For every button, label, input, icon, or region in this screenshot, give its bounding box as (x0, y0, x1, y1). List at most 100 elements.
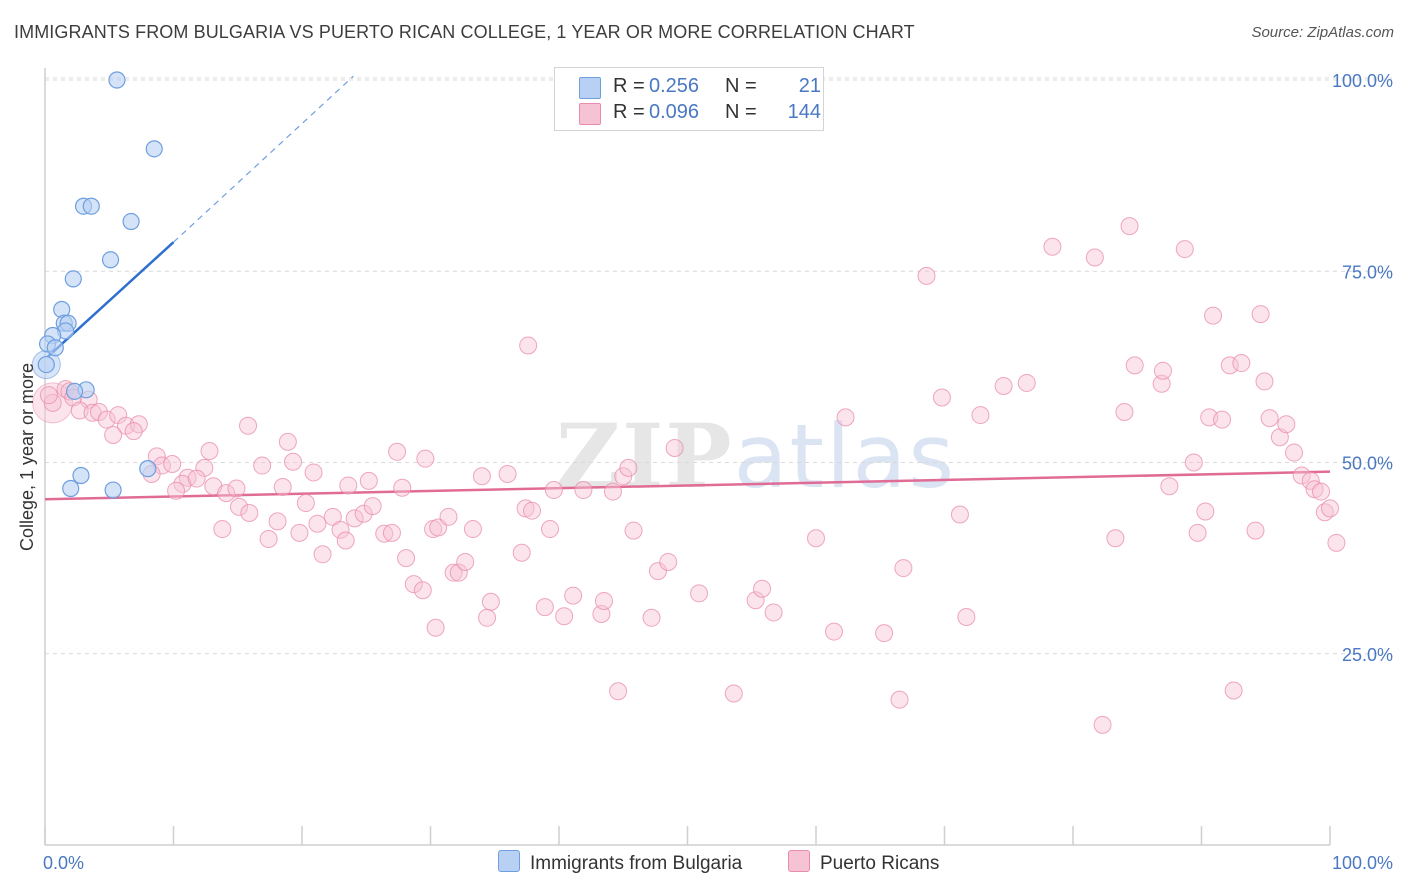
y-tick-label-25: 25.0% (1342, 645, 1393, 665)
puerto-ricans-point (1043, 237, 1062, 256)
puerto-ricans-point (1160, 477, 1179, 496)
puerto-ricans-point (609, 682, 628, 701)
puerto-ricans-point (304, 463, 323, 482)
bulgaria-point (62, 479, 80, 498)
puerto-ricans-point (213, 520, 232, 539)
puerto-ricans-point (375, 524, 394, 543)
puerto-ricans-point (1220, 356, 1239, 375)
bulgaria-point (64, 270, 82, 288)
puerto-ricans-point (1106, 529, 1125, 548)
puerto-ricans-point (555, 607, 574, 626)
r-value: 0.256 (649, 75, 700, 97)
puerto-ricans-point (624, 521, 643, 540)
puerto-ricans-point (564, 586, 583, 605)
puerto-ricans-point (359, 471, 378, 490)
y-tick-label-50: 50.0% (1342, 454, 1393, 474)
puerto-ricans-point (296, 494, 315, 513)
legend-label-bulgaria: Immigrants from Bulgaria (530, 853, 743, 874)
puerto-ricans-point (1196, 502, 1215, 521)
puerto-ricans-point (227, 479, 246, 498)
puerto-ricans-point (1246, 521, 1265, 540)
puerto-ricans-point (124, 422, 143, 441)
y-axis-title: College, 1 year or more (17, 363, 37, 551)
puerto-ricans-point (512, 543, 531, 562)
puerto-ricans-point (363, 497, 382, 516)
y-tick-label-100: 100.0% (1332, 71, 1393, 91)
puerto-ricans-point (1285, 443, 1304, 462)
puerto-ricans-point (957, 608, 976, 627)
puerto-ricans-point (240, 503, 259, 522)
puerto-ricans-point (619, 458, 638, 477)
puerto-ricans-point (917, 266, 936, 285)
puerto-ricans-point (1321, 499, 1339, 518)
puerto-ricans-point (200, 442, 219, 461)
puerto-ricans-point (354, 504, 373, 523)
bulgaria-point (37, 355, 55, 374)
puerto-ricans-point (544, 481, 563, 500)
puerto-ricans-point (594, 591, 613, 610)
puerto-ricans-point (541, 520, 560, 539)
watermark: ZIPatlas (556, 404, 956, 508)
puerto-ricans-point (331, 520, 350, 539)
puerto-ricans-point (273, 477, 292, 496)
puerto-ricans-point (1260, 409, 1279, 428)
legend-item-puerto-ricans[interactable]: Puerto Ricans (788, 850, 939, 875)
bulgaria-point (72, 466, 90, 485)
puerto-ricans-point (413, 581, 432, 600)
bulgaria-legend-swatch (498, 850, 520, 872)
puerto-ricans-point (456, 552, 475, 571)
chart-title: IMMIGRANTS FROM BULGARIA VS PUERTO RICAN… (14, 22, 915, 42)
puerto-ricans-point (1153, 361, 1172, 380)
puerto-ricans-point (1270, 428, 1289, 447)
puerto-ricans-point (1204, 306, 1223, 325)
r-value: 0.096 (649, 101, 700, 123)
puerto-ricans-point (1115, 403, 1134, 422)
puerto-ricans-point (195, 458, 214, 477)
source-label: Source: ZipAtlas.com (1251, 24, 1394, 41)
puerto-ricans-point (104, 425, 123, 444)
puerto-ricans-swatch (579, 103, 601, 125)
puerto-ricans-point (1312, 482, 1331, 501)
puerto-ricans-point (284, 452, 303, 471)
n-label: N = (725, 101, 757, 123)
puerto-ricans-point (463, 520, 482, 539)
puerto-ricans-point (890, 690, 909, 709)
bulgaria-point (104, 481, 122, 499)
puerto-ricans-point (147, 447, 166, 466)
puerto-ricans-point (426, 618, 445, 637)
puerto-ricans-point (1213, 410, 1232, 429)
puerto-ricans-point (481, 592, 500, 611)
puerto-ricans-point (614, 467, 633, 486)
legend-item-bulgaria[interactable]: Immigrants from Bulgaria (498, 850, 742, 875)
n-label: N = (725, 75, 757, 97)
puerto-ricans-point (290, 523, 309, 542)
puerto-ricans-point (39, 386, 58, 405)
puerto-ricans-point (1188, 523, 1207, 542)
puerto-ricans-point (1224, 681, 1243, 700)
puerto-ricans-point (994, 377, 1013, 395)
puerto-ricans-point (416, 449, 435, 468)
puerto-ricans-point (217, 484, 236, 503)
puerto-ricans-point (109, 406, 128, 425)
puerto-ricans-point (498, 464, 517, 483)
puerto-ricans-point (1292, 466, 1311, 485)
puerto-ricans-trend-line (44, 470, 1331, 501)
watermark-atlas: atlas (733, 405, 957, 508)
puerto-ricans-point (971, 406, 990, 425)
n-value: 144 (787, 101, 821, 123)
puerto-ricans-point (1093, 715, 1112, 734)
puerto-ricans-point (89, 403, 108, 422)
x-tick-label-max: 100.0% (1332, 853, 1393, 873)
bulgaria-point (108, 71, 126, 89)
puerto-ricans-point (478, 608, 497, 627)
puerto-ricans-point (894, 559, 913, 578)
axes (44, 68, 1331, 846)
puerto-ricans-point (523, 501, 542, 520)
puerto-ricans-point (163, 455, 182, 474)
puerto-ricans-point (339, 476, 358, 495)
x-tick-label-min: 0.0% (43, 853, 84, 873)
puerto-ricans-point (1152, 374, 1171, 393)
puerto-ricans-point (875, 624, 894, 643)
puerto-ricans-point (535, 598, 554, 617)
